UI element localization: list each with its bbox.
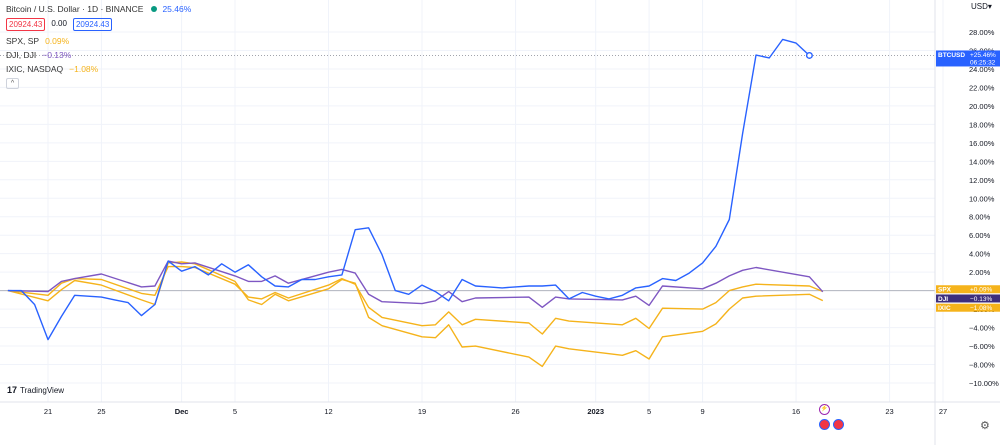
x-tick-label: 26 (511, 407, 519, 416)
x-tick-label: 25 (97, 407, 105, 416)
badge-name-bg (936, 285, 968, 294)
x-tick-label: 21 (44, 407, 52, 416)
us-flag-event-icon[interactable] (819, 419, 830, 430)
badge-value-bg (968, 303, 1000, 312)
last-point-marker (805, 51, 813, 59)
y-tick-label: 12.00% (969, 176, 995, 185)
badge-name-bg (936, 50, 968, 67)
y-tick-label: 16.00% (969, 139, 995, 148)
compare-label: IXIC, NASDAQ (6, 64, 64, 74)
y-tick-label: 6.00% (969, 231, 991, 240)
x-tick-label: 5 (647, 407, 651, 416)
badge-dji: DJI −0.13% (936, 294, 1000, 303)
y-tick-label: 10.00% (969, 194, 995, 203)
x-tick-label: 23 (885, 407, 893, 416)
badge-time: 06:25:32 (970, 59, 996, 66)
compare-label: SPX, SP (6, 36, 40, 46)
x-tick-label: 5 (233, 407, 237, 416)
badge-value: −1.08% (970, 305, 992, 312)
badge-value: +0.09% (970, 287, 992, 294)
us-flag-event-icon[interactable] (833, 419, 844, 430)
badge-ixic: IXIC −1.08% (936, 303, 1000, 312)
compare-row-spx[interactable]: SPX, SP 0.09% (6, 35, 191, 47)
symbol-change: 25.46% (162, 4, 192, 14)
collapse-legend-button[interactable]: ^ (6, 78, 19, 89)
compare-row-ixic[interactable]: IXIC, NASDAQ −1.08% (6, 63, 191, 75)
badge-value-bg (968, 285, 1000, 294)
y-tick-label: 2.00% (969, 268, 991, 277)
settings-gear-icon[interactable]: ⚙ (980, 420, 990, 432)
y-tick-label: −4.00% (969, 324, 995, 333)
series-line-btcusd (7, 38, 810, 341)
y-tick-label: 28.00% (969, 28, 995, 37)
compare-value: 0.09% (45, 36, 70, 46)
badge-value: +25.46% (970, 52, 996, 59)
tradingview-logo-text: TradingView (20, 385, 65, 395)
badge-name: IXIC (938, 305, 951, 312)
badge-value-bg (968, 294, 1000, 303)
symbol-title[interactable]: Bitcoin / U.S. Dollar · 1D · BINANCE (6, 4, 144, 14)
x-axis-labels: 21 25 Dec 5 12 19 26 2023 5 9 16 23 27 (44, 407, 947, 416)
y-tick-label: −10.00% (969, 379, 999, 388)
compare-row-dji[interactable]: DJI, DJI −0.13% (6, 49, 191, 61)
badge-name: BTCUSD (938, 52, 965, 59)
y-tick-label: −6.00% (969, 342, 995, 351)
y-tick-label: 24.00% (969, 65, 995, 74)
main-series-row: Bitcoin / U.S. Dollar · 1D · BINANCE 25.… (6, 3, 191, 15)
y-tick-label: 22.00% (969, 83, 995, 92)
x-tick-label: 9 (700, 407, 704, 416)
sell-button[interactable]: 20924.43 (6, 18, 46, 31)
currency-unit-label: USD (971, 2, 988, 11)
y-tick-label: −8.00% (969, 361, 995, 370)
x-tick-label: 19 (418, 407, 426, 416)
badge-value-bg (968, 50, 1000, 67)
compare-value: −0.13% (42, 50, 72, 60)
y-axis-labels: 28.00%26.00%24.00%22.00%20.00%18.00%16.0… (969, 28, 999, 388)
badge-value: −0.13% (970, 296, 992, 303)
buy-button[interactable]: 20924.43 (72, 18, 113, 31)
badge-name-bg (936, 303, 968, 312)
y-tick-label: 18.00% (969, 120, 995, 129)
x-tick-label: 12 (324, 407, 332, 416)
tradingview-logo-icon: 17 (7, 385, 18, 395)
y-tick-label: 8.00% (969, 213, 991, 222)
series-line-dji (7, 260, 824, 308)
compare-value: −1.08% (69, 64, 99, 74)
series-line-spx (7, 265, 824, 335)
currency-unit[interactable]: USD▾ (971, 2, 992, 11)
badge-name: SPX (938, 287, 952, 294)
x-tick-label: 16 (792, 407, 800, 416)
y-tick-label: 14.00% (969, 157, 995, 166)
spread-value: 0.00 (51, 19, 67, 28)
x-tick-label: Dec (175, 407, 189, 416)
trade-buttons: 20924.43 0.00 20924.43 (6, 18, 191, 31)
x-tick-label: 27 (939, 407, 947, 416)
compare-label: DJI, DJI (6, 50, 37, 60)
badge-name: DJI (938, 296, 948, 303)
market-status-icon (151, 6, 158, 12)
badge-spx: SPX +0.09% (936, 285, 1000, 294)
series-line-ixic (7, 261, 824, 368)
badge-name-bg (936, 294, 968, 303)
badge-btcusd: BTCUSD +25.46%06:25:32 (936, 50, 1000, 67)
x-tick-label: 2023 (587, 407, 604, 416)
chart-legend: Bitcoin / U.S. Dollar · 1D · BINANCE 25.… (6, 3, 191, 89)
y-tick-label: 4.00% (969, 250, 991, 259)
y-tick-label: 20.00% (969, 102, 995, 111)
event-bolt-icon[interactable]: ⚡ (819, 404, 830, 415)
tradingview-logo[interactable]: 17 TradingView (7, 385, 64, 395)
